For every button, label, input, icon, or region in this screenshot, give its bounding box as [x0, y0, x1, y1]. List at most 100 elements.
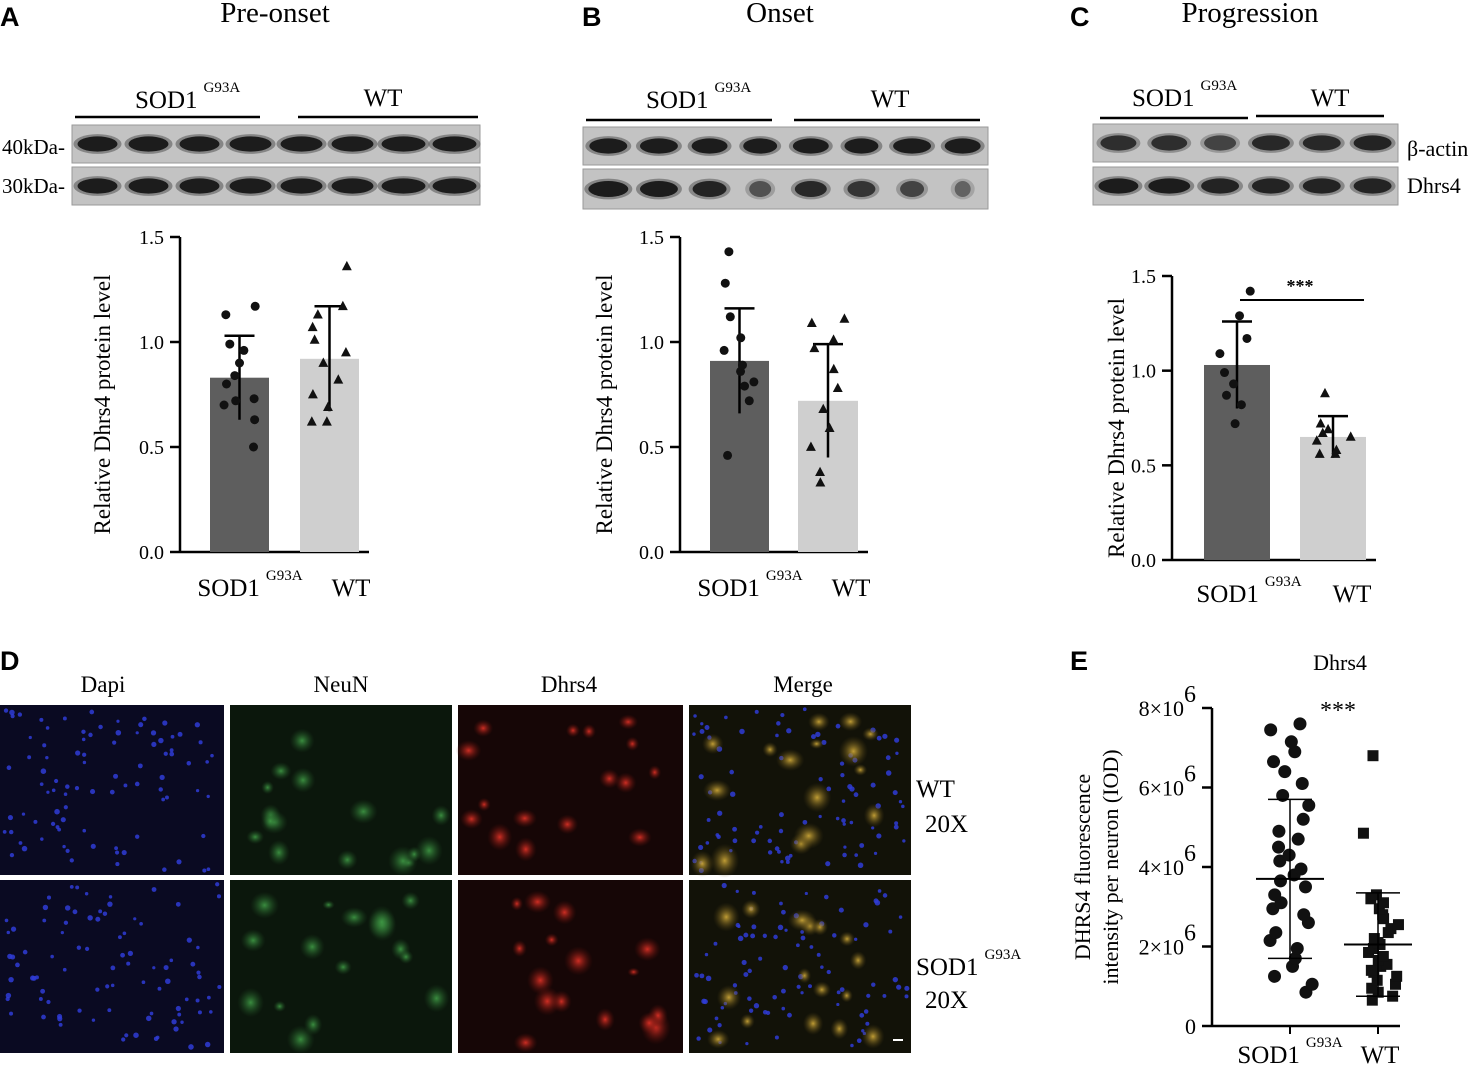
nucleus-dot — [714, 1016, 719, 1021]
data-point — [1311, 435, 1322, 445]
nucleus-dot — [60, 817, 66, 823]
cell-body — [514, 837, 537, 862]
cell-body — [838, 712, 863, 732]
nucleus-dot — [780, 859, 784, 864]
cell-body — [512, 808, 537, 828]
nucleus-dot — [6, 765, 12, 771]
blot-band — [944, 138, 981, 154]
nucleus-dot — [82, 760, 87, 765]
data-point — [828, 334, 839, 344]
nucleus-dot — [700, 722, 704, 726]
y-axis-label-line1: DHRS4 fluorescence — [1070, 774, 1095, 960]
data-point — [1345, 431, 1356, 441]
cell-body — [423, 984, 450, 1013]
nucleus-dot — [105, 984, 110, 989]
y-tick-base: 4×10 — [1139, 855, 1184, 880]
nucleus-dot — [795, 943, 800, 948]
nucleus-dot — [849, 820, 854, 825]
nucleus-dot — [856, 1038, 862, 1044]
cell-body — [261, 780, 274, 795]
nucleus-dot — [838, 907, 844, 913]
y-tick-base: 6×10 — [1139, 776, 1184, 801]
nucleus-dot — [209, 1010, 213, 1014]
nucleus-dot — [825, 861, 831, 867]
y-tick-label: 4×106 — [1139, 841, 1196, 880]
nucleus-dot — [871, 982, 876, 987]
nucleus-dot — [202, 868, 207, 873]
nucleus-dot — [42, 904, 49, 911]
blot-a-wt-label: WT — [364, 85, 403, 112]
nucleus-dot — [84, 946, 90, 951]
cell-body — [340, 907, 368, 928]
cell-body — [716, 984, 742, 1010]
nucleus-dot — [137, 763, 143, 769]
data-point — [1390, 978, 1402, 990]
data-point — [307, 389, 318, 399]
nucleus-dot — [152, 966, 156, 970]
nucleus-dot — [46, 790, 50, 794]
data-point — [235, 358, 245, 368]
nucleus-dot — [704, 952, 709, 957]
nucleus-dot — [843, 845, 847, 849]
chart-b: 0.0 0.5 1.0 1.5 Relative Dhrs4 protein level… — [592, 227, 870, 602]
cell-body — [290, 767, 316, 793]
nucleus-dot — [895, 751, 899, 755]
nucleus-dot — [751, 924, 757, 930]
x-tick-label-sod1-sup: G93A — [1265, 574, 1302, 590]
if-col-neun: NeuN — [314, 672, 369, 697]
y-tick-exponent: 6 — [1184, 841, 1196, 867]
nucleus-dot — [901, 804, 905, 809]
nucleus-dot — [754, 830, 760, 835]
cell-body — [809, 738, 824, 749]
blot-band — [1148, 178, 1191, 194]
blot-band — [1251, 135, 1290, 151]
cell-body — [487, 823, 513, 851]
nucleus-dot — [195, 788, 200, 793]
x-tick-label-wt: WT — [1361, 1042, 1400, 1066]
nucleus-dot — [836, 1002, 840, 1007]
y-tick-label: 0 — [1185, 1014, 1196, 1039]
nucleus-dot — [735, 889, 739, 894]
y-tick-label: 1.5 — [139, 227, 164, 249]
if-row-sod1-group: SOD1 G93A — [916, 947, 1021, 981]
cell-body — [510, 896, 524, 911]
nucleus-dot — [784, 928, 788, 932]
nucleus-dot — [741, 959, 747, 966]
cell-body — [299, 934, 325, 960]
cell-body — [240, 929, 266, 952]
data-point — [744, 396, 754, 406]
nucleus-dot — [885, 770, 892, 776]
data-point — [1294, 862, 1308, 876]
data-point — [1368, 933, 1380, 945]
nucleus-dot — [826, 969, 831, 975]
nucleus-dot — [120, 952, 125, 958]
nucleus-dot — [699, 973, 705, 979]
nucleus-dot — [816, 952, 821, 957]
y-tick-label: 0.5 — [139, 437, 164, 459]
cell-body — [740, 1013, 755, 1029]
nucleus-dot — [122, 931, 127, 936]
nucleus-dot — [62, 967, 67, 972]
nucleus-dot — [751, 890, 756, 895]
blot-band — [1201, 178, 1240, 194]
nucleus-dot — [729, 769, 734, 775]
cell-body — [618, 714, 639, 730]
nucleus-dot — [17, 712, 23, 717]
data-point — [222, 379, 232, 389]
cell-body — [473, 719, 494, 737]
nucleus-dot — [90, 843, 96, 849]
nucleus-dot — [72, 909, 78, 915]
nucleus-dot — [197, 1010, 202, 1015]
blot-a-sod1-label: SOD1 G93A — [135, 80, 240, 114]
panel-letter-e: E — [1070, 646, 1088, 676]
x-tick-label-sod1: SOD1 G93A — [1237, 1035, 1342, 1066]
nucleus-dot — [820, 965, 824, 969]
if-row-sod1-mag: 20X — [925, 987, 968, 1014]
nucleus-dot — [782, 964, 788, 971]
cell-body — [710, 843, 740, 878]
nucleus-dot — [902, 839, 906, 843]
y-axis-label: Relative Dhrs4 protein level — [1104, 298, 1129, 558]
nucleus-dot — [747, 996, 752, 1001]
panel-title-c: Progression — [1182, 0, 1319, 29]
cell-body — [638, 1012, 661, 1034]
